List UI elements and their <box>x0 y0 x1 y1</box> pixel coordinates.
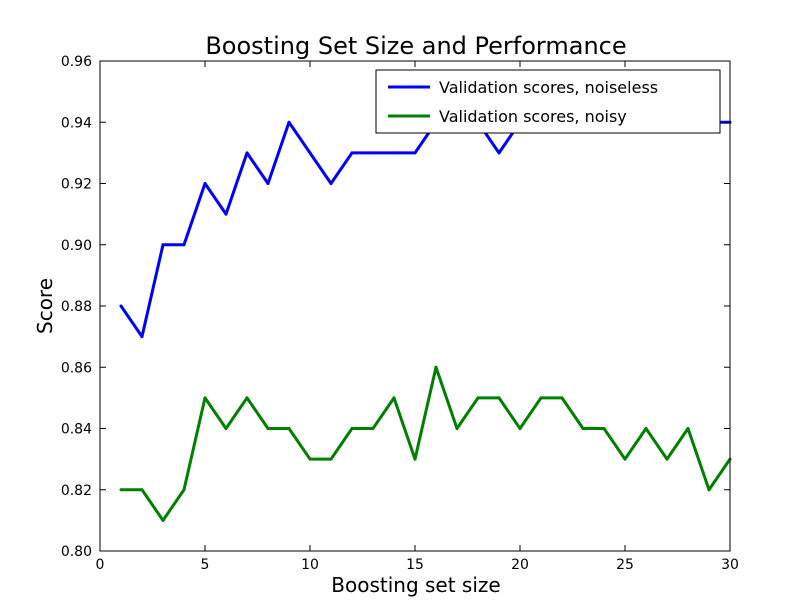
noiseless-point <box>161 243 165 247</box>
noisy-point <box>392 396 396 400</box>
noisy-point <box>623 457 627 461</box>
noiseless-point <box>371 151 375 155</box>
noisy-point <box>350 427 354 430</box>
noisy-point <box>686 427 690 430</box>
noiseless-point <box>308 151 312 155</box>
legend: Validation scores, noiseless Validation … <box>375 69 721 134</box>
noisy-point <box>245 396 249 400</box>
noisy-point <box>329 457 333 461</box>
x-axis-label: Boosting set size <box>331 573 500 597</box>
noisy-point <box>371 427 375 430</box>
noiseless-point <box>392 151 396 155</box>
noisy-point <box>455 427 459 430</box>
noisy-point <box>182 488 186 492</box>
noisy-point <box>224 427 228 430</box>
noisy-point <box>581 427 585 430</box>
noiseless-point <box>182 243 186 247</box>
y-tick-label: 0.80 <box>61 544 92 560</box>
x-tick-label: 0 <box>96 557 105 573</box>
noisy-point <box>413 457 417 461</box>
noiseless-point <box>497 151 501 155</box>
y-tick-label: 0.86 <box>61 360 92 376</box>
x-tick-label: 10 <box>301 557 319 573</box>
noisy-point <box>644 427 648 430</box>
x-tick-label: 20 <box>511 557 529 573</box>
chart-title: Boosting Set Size and Performance <box>205 32 626 60</box>
y-tick-label: 0.92 <box>61 177 92 193</box>
series-line-noisy <box>121 365 732 522</box>
x-tick-label: 15 <box>406 557 424 573</box>
x-tick-label: 25 <box>616 557 634 573</box>
y-tick-label: 0.90 <box>61 238 92 254</box>
noisy-point <box>203 396 207 400</box>
noiseless-point <box>329 182 333 185</box>
noiseless-point <box>245 151 249 155</box>
x-tick-label: 5 <box>201 557 210 573</box>
noisy-point <box>287 427 291 430</box>
noisy-point <box>518 427 522 430</box>
noisy-point <box>539 396 543 400</box>
y-tick-label: 0.84 <box>61 422 92 438</box>
y-tick-label: 0.88 <box>61 299 92 315</box>
noisy-point <box>119 488 123 492</box>
noisy-point <box>434 365 438 369</box>
noiseless-point <box>266 182 270 185</box>
noiseless-point <box>413 151 417 155</box>
noisy-point <box>161 518 165 522</box>
noiseless-point <box>203 182 207 185</box>
noisy-point <box>497 396 501 400</box>
noiseless-point <box>350 151 354 155</box>
noisy-point <box>560 396 564 400</box>
noisy-point <box>476 396 480 400</box>
tick-layer: 0 5 10 15 20 25 30 0.80 0.82 0.84 0.86 0.88 0.90 0.92… <box>61 54 739 573</box>
x-tick-label: 30 <box>721 557 739 573</box>
legend-box <box>375 69 721 134</box>
noisy-point <box>140 488 144 492</box>
y-tick-label: 0.94 <box>61 115 92 131</box>
y-axis-label: Score <box>33 278 57 334</box>
noiseless-point <box>287 120 291 124</box>
noisy-point <box>266 427 270 430</box>
noisy-point <box>308 457 312 461</box>
noiseless-point <box>119 304 123 308</box>
noiseless-point <box>140 335 144 339</box>
noisy-point <box>665 457 669 461</box>
legend-label-noisy: Validation scores, noisy <box>439 107 627 126</box>
noisy-point <box>707 488 711 492</box>
noisy-point <box>602 427 606 430</box>
y-tick-label: 0.96 <box>61 54 92 70</box>
plot-area <box>100 61 730 551</box>
noiseless-point <box>224 212 228 216</box>
y-tick-label: 0.82 <box>61 483 92 499</box>
legend-label-noiseless: Validation scores, noiseless <box>439 78 658 97</box>
